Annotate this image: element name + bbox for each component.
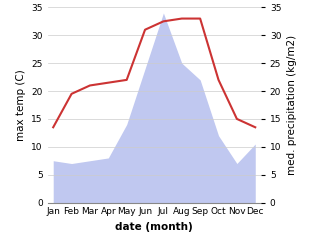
Y-axis label: max temp (C): max temp (C) <box>16 69 26 141</box>
Y-axis label: med. precipitation (kg/m2): med. precipitation (kg/m2) <box>287 35 297 175</box>
X-axis label: date (month): date (month) <box>115 222 193 232</box>
